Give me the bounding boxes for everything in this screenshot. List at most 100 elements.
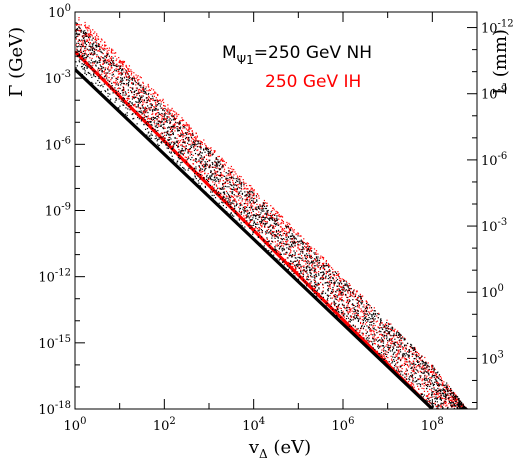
data-point — [408, 349, 410, 351]
data-point — [200, 171, 202, 173]
data-point — [184, 141, 186, 143]
data-point — [174, 111, 176, 113]
data-point — [308, 249, 311, 251]
data-point — [84, 25, 86, 27]
data-point — [436, 376, 438, 378]
data-point — [188, 143, 190, 146]
data-point — [133, 96, 135, 98]
data-point — [154, 138, 156, 140]
data-point — [180, 144, 182, 146]
data-point — [135, 93, 137, 95]
data-point — [168, 151, 171, 153]
data-point — [277, 215, 279, 217]
data-point — [396, 331, 398, 333]
data-point — [185, 122, 187, 124]
data-point — [147, 115, 149, 117]
data-point — [170, 119, 173, 121]
data-point — [368, 337, 370, 339]
data-point — [193, 141, 195, 143]
data-point — [428, 373, 430, 375]
data-point — [440, 384, 442, 386]
data-point — [437, 387, 439, 390]
data-point — [118, 95, 120, 98]
data-point — [251, 187, 253, 190]
data-point — [338, 299, 340, 301]
data-point — [261, 219, 263, 221]
data-point — [256, 193, 259, 195]
data-point — [225, 195, 228, 197]
data-point — [252, 198, 254, 200]
data-point — [387, 322, 390, 325]
data-point — [300, 242, 302, 244]
data-point — [147, 117, 150, 119]
data-point — [81, 65, 83, 68]
data-point — [262, 215, 264, 217]
data-point — [358, 307, 360, 309]
data-point — [342, 294, 345, 296]
data-point — [314, 253, 316, 255]
data-point — [249, 221, 252, 223]
data-point — [133, 78, 135, 80]
data-point — [433, 367, 435, 369]
data-point — [437, 392, 439, 394]
data-point — [338, 284, 340, 286]
data-point — [81, 40, 83, 42]
data-point — [79, 29, 81, 31]
data-point — [250, 203, 253, 205]
data-point — [235, 173, 237, 175]
data-point — [191, 151, 193, 153]
data-point — [248, 192, 250, 194]
data-point — [357, 306, 359, 308]
data-point — [230, 195, 232, 197]
data-point — [268, 219, 271, 221]
data-point — [201, 158, 203, 160]
data-point — [347, 301, 350, 304]
data-point — [377, 327, 380, 329]
data-point — [187, 156, 189, 158]
data-point — [134, 105, 136, 107]
data-point — [319, 261, 321, 263]
data-point — [223, 160, 225, 163]
data-point — [154, 102, 157, 104]
data-point — [408, 361, 410, 363]
data-point — [82, 68, 84, 70]
data-point — [128, 102, 131, 105]
data-point — [100, 56, 102, 58]
data-point — [460, 403, 462, 405]
data-point — [95, 60, 97, 62]
data-point — [126, 97, 128, 100]
data-point — [104, 60, 106, 62]
data-point — [179, 124, 181, 126]
data-point — [392, 346, 394, 348]
data-point — [444, 395, 446, 397]
data-point — [162, 108, 165, 110]
data-point — [408, 351, 410, 353]
data-point — [295, 233, 297, 235]
data-point — [180, 152, 182, 154]
data-point — [263, 219, 265, 221]
data-point — [248, 200, 251, 202]
data-point — [78, 61, 81, 63]
data-point — [431, 373, 434, 375]
data-point — [90, 65, 92, 67]
data-point — [292, 263, 294, 265]
data-point — [301, 246, 304, 248]
data-point — [366, 337, 368, 339]
data-point — [171, 107, 173, 110]
data-point — [414, 354, 416, 356]
data-point — [254, 227, 256, 230]
data-point — [157, 94, 159, 97]
data-point — [337, 274, 339, 276]
data-point — [113, 75, 115, 77]
data-point — [230, 165, 232, 168]
data-point — [322, 264, 324, 266]
data-point — [148, 90, 150, 92]
data-point — [190, 166, 192, 168]
data-point — [121, 69, 123, 71]
data-point — [395, 334, 397, 337]
data-point — [104, 90, 106, 92]
data-point — [215, 171, 217, 173]
data-point — [98, 43, 101, 45]
data-point — [438, 377, 440, 379]
data-point — [387, 351, 389, 354]
